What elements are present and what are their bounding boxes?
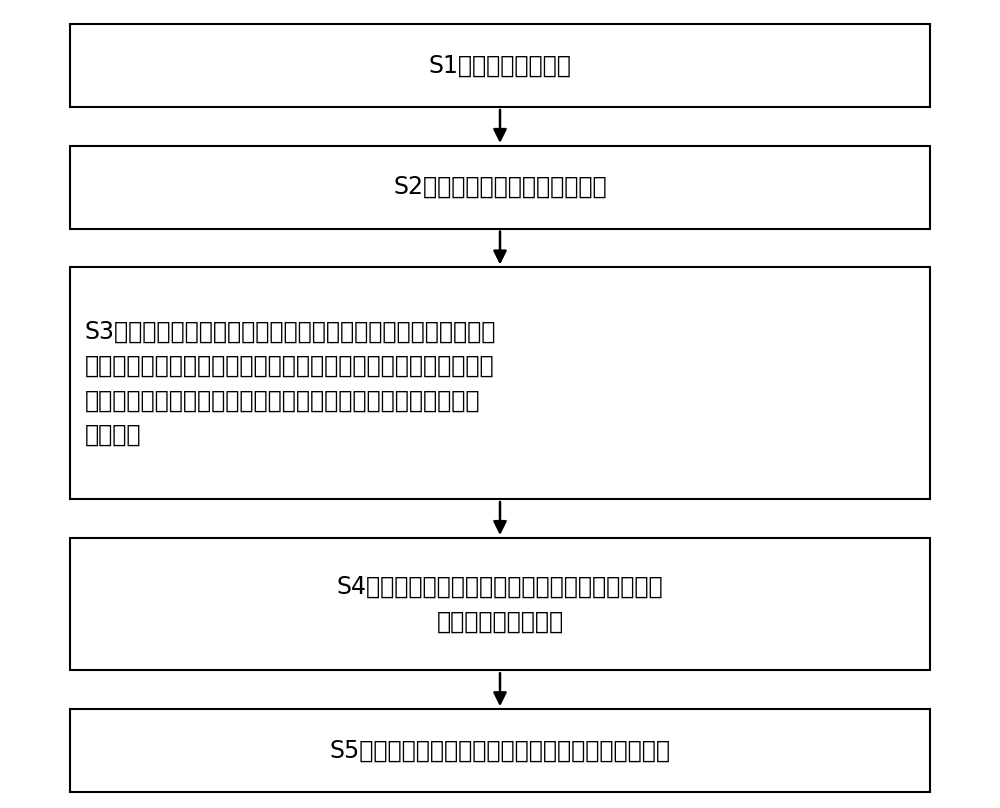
- FancyBboxPatch shape: [70, 24, 930, 107]
- Text: S4：多次测量同一样品不同位点，计算特征参数，
取平均值减小误差；: S4：多次测量同一样品不同位点，计算特征参数， 取平均值减小误差；: [337, 574, 663, 633]
- Text: S5：比对皮革太赫兹特征光谱数据库确定皮革种类。: S5：比对皮革太赫兹特征光谱数据库确定皮革种类。: [330, 739, 670, 763]
- FancyBboxPatch shape: [70, 538, 930, 671]
- FancyBboxPatch shape: [70, 145, 930, 229]
- Text: S2：测量待测皮革样品的厚度；: S2：测量待测皮革样品的厚度；: [393, 175, 607, 200]
- FancyBboxPatch shape: [70, 709, 930, 792]
- Text: S3：测量空白样品的检测支架，获得空白参照的太赫兹时域光谱
信号；测量并获得装有待测样品检测支架的太赫兹时域光谱信号；
利用公式计算获得样品的太赫兹光谱特征参数: S3：测量空白样品的检测支架，获得空白参照的太赫兹时域光谱 信号；测量并获得装有…: [85, 319, 496, 447]
- Text: S1：制备检测支架；: S1：制备检测支架；: [429, 53, 571, 78]
- FancyBboxPatch shape: [70, 267, 930, 499]
